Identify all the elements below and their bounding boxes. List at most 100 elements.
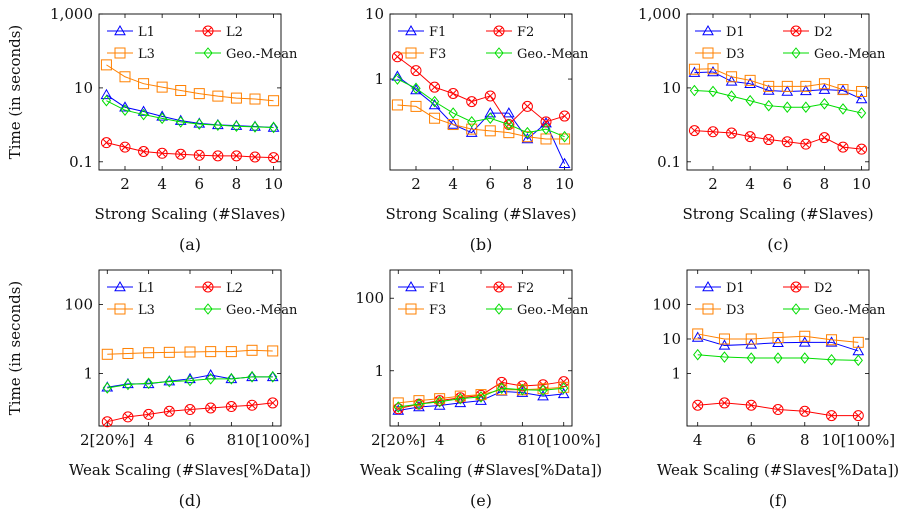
point xyxy=(206,373,216,385)
point xyxy=(558,376,570,388)
x-tick-label: 8 xyxy=(232,175,242,193)
x-tick-label: 6 xyxy=(476,431,486,449)
x-axis-title: Strong Scaling (#Slaves) xyxy=(385,205,576,223)
point-cross xyxy=(430,83,439,92)
x-axis-title: Weak Scaling (#Slaves[%Data]) xyxy=(657,461,899,479)
legend-entry: L3 xyxy=(107,303,155,318)
point xyxy=(494,303,504,315)
x-tick-label: 10 xyxy=(555,175,574,193)
point-cross xyxy=(102,138,111,147)
point xyxy=(138,108,149,121)
point xyxy=(799,84,812,96)
point xyxy=(249,120,261,131)
legend: D1 D2 D3 Geo.-Mean xyxy=(695,280,886,318)
legend-label: F3 xyxy=(429,303,446,318)
point xyxy=(781,136,793,148)
point xyxy=(414,398,424,410)
point xyxy=(790,281,802,293)
point xyxy=(231,120,242,132)
point xyxy=(856,85,868,97)
point xyxy=(745,333,757,345)
legend-entry: D1 xyxy=(695,280,745,296)
series-line xyxy=(398,386,564,404)
point xyxy=(465,126,478,137)
point xyxy=(493,281,505,293)
point xyxy=(559,130,570,143)
point xyxy=(267,397,279,409)
legend-label: F1 xyxy=(429,25,446,40)
point xyxy=(764,99,774,112)
point-cross xyxy=(792,27,800,35)
point xyxy=(268,121,279,134)
point xyxy=(203,47,213,59)
point xyxy=(744,77,757,88)
point-cross xyxy=(839,143,847,151)
point xyxy=(825,336,838,347)
series-d3 xyxy=(692,328,864,348)
point xyxy=(856,107,867,119)
point xyxy=(726,90,737,102)
point xyxy=(268,95,280,107)
point-ring xyxy=(202,281,214,293)
point xyxy=(852,410,864,422)
point xyxy=(702,24,714,36)
point-ring xyxy=(790,25,802,37)
point xyxy=(467,116,477,128)
series-geo-mean xyxy=(393,382,569,413)
point-cross xyxy=(746,132,754,141)
point-ring xyxy=(101,416,113,428)
legend-label: L3 xyxy=(138,47,155,62)
x-tick-label: 2[20%] xyxy=(80,431,135,449)
point xyxy=(100,88,113,100)
legend-label: D3 xyxy=(726,303,745,318)
point xyxy=(225,346,237,358)
point xyxy=(838,103,848,115)
series-geo-mean xyxy=(102,371,278,394)
point xyxy=(392,404,405,415)
point-ring xyxy=(558,376,570,388)
point xyxy=(249,93,261,105)
point-ring xyxy=(100,137,112,149)
point xyxy=(429,112,441,124)
point xyxy=(708,85,718,98)
point xyxy=(213,119,223,131)
point xyxy=(163,346,175,358)
series-line xyxy=(106,142,274,159)
point xyxy=(193,88,205,100)
point xyxy=(707,126,719,138)
point-ring xyxy=(763,134,775,146)
point-cross xyxy=(204,27,212,35)
point xyxy=(688,63,700,75)
point xyxy=(818,78,830,90)
point xyxy=(484,107,497,118)
point xyxy=(521,132,534,144)
point xyxy=(855,93,868,104)
point-cross xyxy=(827,411,836,420)
point-ring xyxy=(484,90,496,102)
y-tick-label: 0.1 xyxy=(657,153,681,171)
point xyxy=(521,131,533,143)
point xyxy=(212,150,224,162)
point xyxy=(411,82,421,95)
point xyxy=(688,66,701,77)
point-cross xyxy=(248,401,256,410)
point xyxy=(266,370,279,382)
point-ring xyxy=(790,281,802,293)
panel-caption: (a) xyxy=(179,235,201,254)
point-ring xyxy=(122,411,134,423)
x-tick-label: 6 xyxy=(195,175,205,193)
plot-frame xyxy=(686,13,870,171)
point-ring xyxy=(852,410,864,422)
point-ring xyxy=(856,143,868,155)
point xyxy=(476,391,486,403)
point xyxy=(744,74,756,86)
point xyxy=(123,378,133,391)
point xyxy=(559,110,571,122)
point xyxy=(559,382,569,395)
legend-label: Geo.-Mean xyxy=(517,47,589,62)
legend: D1 D2 D3 Geo.-Mean xyxy=(695,24,886,62)
y-tick-label: 1 xyxy=(83,364,93,382)
series-l3 xyxy=(100,59,280,107)
x-tick-label: 6 xyxy=(783,175,793,193)
point xyxy=(702,280,714,292)
